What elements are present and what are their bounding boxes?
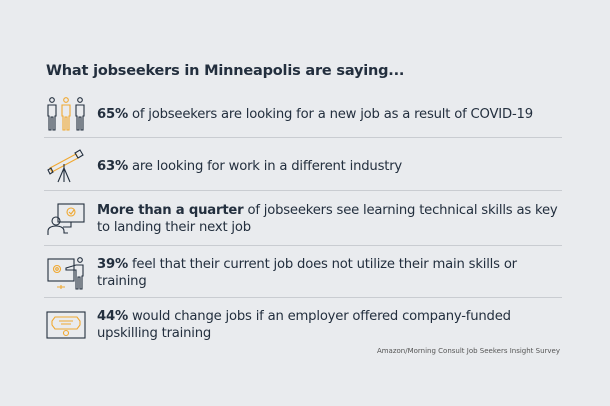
source-note: Amazon/Morning Consult Job Seekers Insig…	[376, 347, 560, 355]
stat-highlight: 63%	[97, 158, 128, 174]
stat-highlight: 44%	[97, 309, 128, 324]
stat-highlight: More than a quarter	[97, 203, 244, 218]
stat-text: would change jobs if an employer offered…	[97, 309, 511, 341]
stat-text: feel that their current job does not uti…	[97, 257, 517, 289]
stat-text: of jobseekers see learning technical ski…	[97, 203, 558, 235]
divider	[44, 297, 562, 298]
people-icon	[44, 97, 88, 131]
list-item: 44% would change jobs if an employer off…	[44, 307, 562, 343]
certificate-icon	[44, 309, 88, 341]
stat-highlight: 39%	[97, 257, 128, 272]
person-computer-icon	[44, 202, 88, 236]
stat-highlight: 65%	[97, 106, 128, 122]
stat-text: are looking for work in a different indu…	[127, 158, 403, 174]
divider	[44, 245, 562, 246]
page-title: What jobseekers in Minneapolis are sayin…	[46, 63, 405, 79]
list-item: 63% are looking for work in a different …	[44, 148, 562, 184]
list-item: 39% feel that their current job does not…	[44, 255, 562, 291]
list-item: 65% of jobseekers are looking for a new …	[44, 97, 562, 131]
presenter-icon	[44, 256, 88, 290]
divider	[44, 190, 562, 191]
list-item: More than a quarter of jobseekers see le…	[44, 201, 562, 237]
divider	[44, 137, 562, 138]
stat-text: of jobseekers are looking for a new job …	[127, 106, 533, 122]
telescope-icon	[44, 148, 88, 184]
